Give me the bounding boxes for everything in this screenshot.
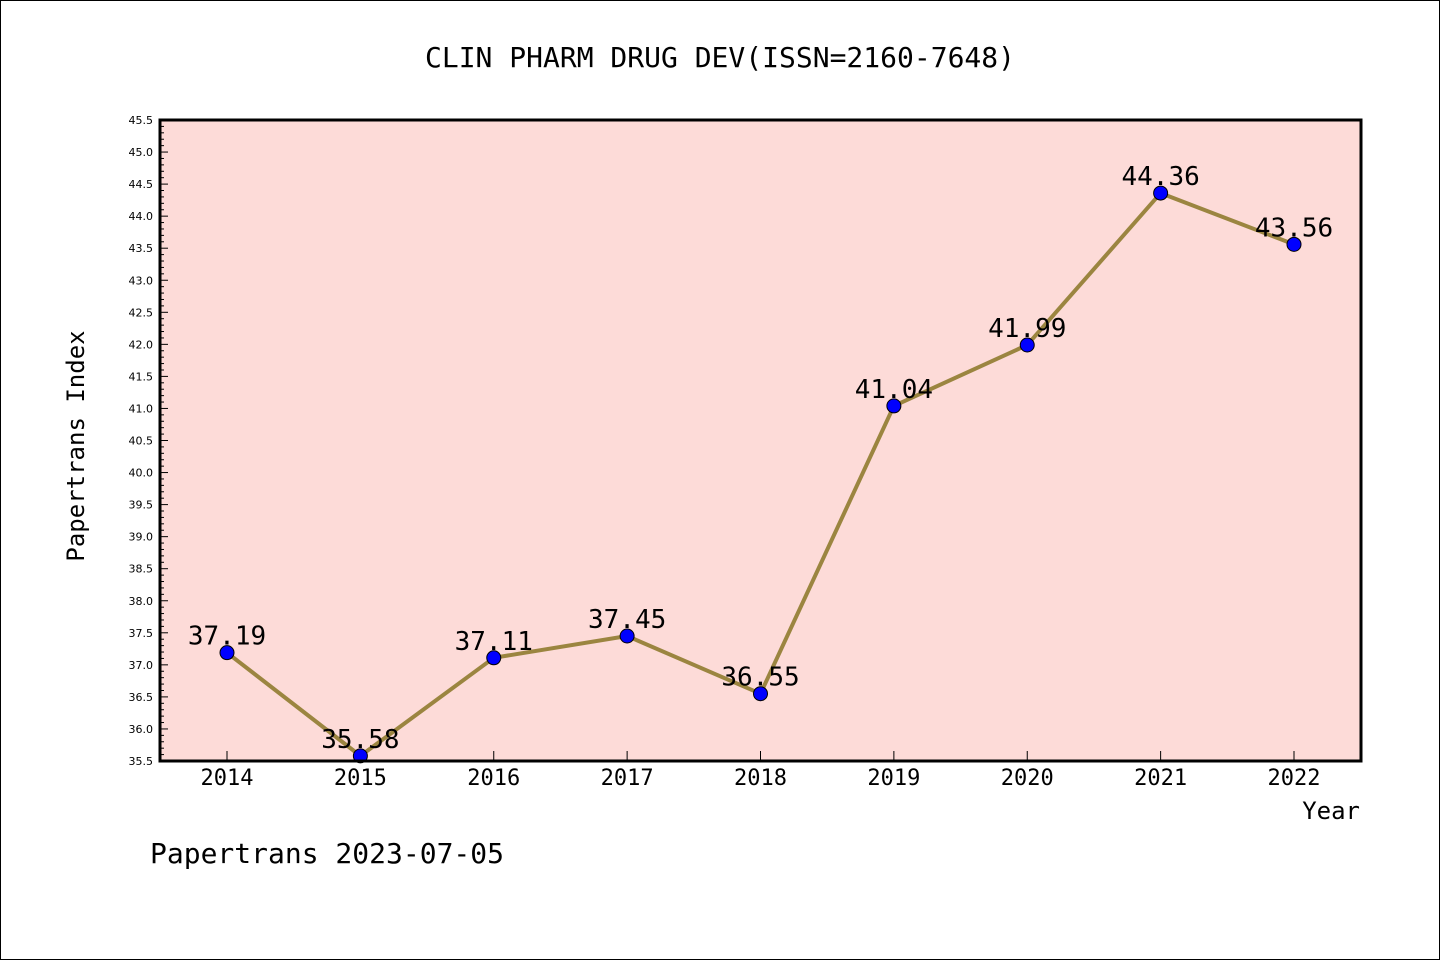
data-point <box>1153 185 1169 201</box>
y-tick-label: 41.0 <box>129 402 154 415</box>
x-tick-label: 2021 <box>1134 766 1187 791</box>
y-tick-label: 36.5 <box>129 691 154 704</box>
y-tick-label: 45.5 <box>129 114 154 127</box>
plot-area <box>160 120 1361 761</box>
data-point <box>753 686 768 702</box>
y-tick-label: 39.0 <box>129 531 154 544</box>
data-labels: 37.19 35.58 37.11 37.45 36.55 41.04 41.99 44.36… <box>188 162 1333 755</box>
data-point <box>886 398 902 414</box>
y-tick-label: 40.5 <box>129 435 154 448</box>
data-label: 35.58 <box>321 725 399 755</box>
x-tick-label: 2015 <box>334 766 387 791</box>
data-label: 37.11 <box>455 627 533 657</box>
x-tick-label: 2022 <box>1268 766 1321 791</box>
y-tick-label: 37.0 <box>129 659 154 672</box>
data-label: 37.19 <box>188 622 266 652</box>
data-point <box>619 628 635 644</box>
y-tick-label: 37.5 <box>129 627 154 640</box>
data-point <box>486 650 502 666</box>
data-series <box>219 185 1302 764</box>
y-tick-label: 38.0 <box>129 595 154 608</box>
x-axis-label: Year <box>1302 797 1360 825</box>
y-tick-label: 35.5 <box>129 755 154 768</box>
data-point <box>352 748 368 764</box>
x-tick-label: 2016 <box>467 766 520 791</box>
y-tick-label: 43.0 <box>129 274 154 287</box>
x-axis: 2014 2015 2016 2017 2018 2019 2020 2021 2022 <box>201 751 1321 791</box>
y-tick-label: 43.5 <box>129 242 154 255</box>
y-tick-label: 38.5 <box>129 563 154 576</box>
y-tick-label: 39.5 <box>129 499 154 512</box>
y-tick-label: 45.0 <box>129 146 154 159</box>
y-tick-label: 41.5 <box>129 370 154 383</box>
y-tick-label: 44.0 <box>129 210 154 223</box>
y-tick-label: 42.0 <box>129 338 154 351</box>
data-point <box>1286 236 1302 252</box>
data-label: 41.99 <box>988 314 1066 344</box>
data-label: 41.04 <box>855 375 933 405</box>
chart-title: CLIN PHARM DRUG DEV(ISSN=2160-7648) <box>425 41 1015 74</box>
footer-date-stamp: Papertrans 2023-07-05 <box>150 837 504 870</box>
x-tick-label: 2020 <box>1001 766 1054 791</box>
y-tick-label: 40.0 <box>129 467 154 480</box>
data-point <box>1019 337 1035 353</box>
x-tick-label: 2019 <box>867 766 920 791</box>
y-axis-label: Papertrans Index <box>62 330 90 561</box>
data-point <box>219 645 235 661</box>
x-tick-label: 2017 <box>601 766 654 791</box>
y-tick-label: 44.5 <box>129 178 154 191</box>
y-axis: 35.5 36.0 36.5 37.0 37.5 38.0 38.5 39.0 39.5 40.0… <box>129 114 168 768</box>
data-label: 44.36 <box>1121 162 1199 192</box>
y-tick-label: 42.5 <box>129 306 154 319</box>
data-label: 37.45 <box>588 605 666 635</box>
data-label: 43.56 <box>1255 213 1333 243</box>
y-tick-label: 36.0 <box>129 723 154 736</box>
plot-border <box>158 118 1363 763</box>
x-tick-label: 2018 <box>734 766 787 791</box>
data-label: 36.55 <box>721 663 799 693</box>
x-tick-label: 2014 <box>201 766 254 791</box>
